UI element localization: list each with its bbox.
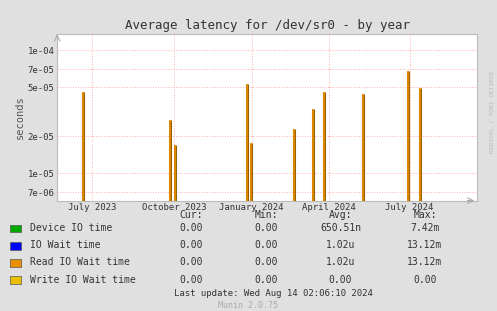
Text: 13.12m: 13.12m <box>408 258 442 267</box>
Text: Max:: Max: <box>413 210 437 220</box>
Text: Avg:: Avg: <box>329 210 352 220</box>
Text: 7.42m: 7.42m <box>410 223 440 233</box>
Text: 13.12m: 13.12m <box>408 240 442 250</box>
Text: IO Wait time: IO Wait time <box>30 240 100 250</box>
Text: 650.51n: 650.51n <box>320 223 361 233</box>
Y-axis label: seconds: seconds <box>15 95 25 139</box>
Text: 0.00: 0.00 <box>179 223 203 233</box>
Text: Device IO time: Device IO time <box>30 223 112 233</box>
Title: Average latency for /dev/sr0 - by year: Average latency for /dev/sr0 - by year <box>125 19 410 32</box>
Text: 1.02u: 1.02u <box>326 258 355 267</box>
Text: 0.00: 0.00 <box>179 240 203 250</box>
Text: 0.00: 0.00 <box>179 275 203 285</box>
Text: Write IO Wait time: Write IO Wait time <box>30 275 136 285</box>
Text: 0.00: 0.00 <box>413 275 437 285</box>
Text: 0.00: 0.00 <box>329 275 352 285</box>
Text: 0.00: 0.00 <box>254 275 278 285</box>
Text: Last update: Wed Aug 14 02:06:10 2024: Last update: Wed Aug 14 02:06:10 2024 <box>174 290 373 298</box>
Text: RRDTOOL / TOBI OETIKER: RRDTOOL / TOBI OETIKER <box>490 71 495 153</box>
Text: 0.00: 0.00 <box>254 240 278 250</box>
Text: 1.02u: 1.02u <box>326 240 355 250</box>
Text: Read IO Wait time: Read IO Wait time <box>30 258 130 267</box>
Text: Cur:: Cur: <box>179 210 203 220</box>
Text: Munin 2.0.75: Munin 2.0.75 <box>219 301 278 310</box>
Text: 0.00: 0.00 <box>254 223 278 233</box>
Text: 0.00: 0.00 <box>254 258 278 267</box>
Text: 0.00: 0.00 <box>179 258 203 267</box>
Text: Min:: Min: <box>254 210 278 220</box>
